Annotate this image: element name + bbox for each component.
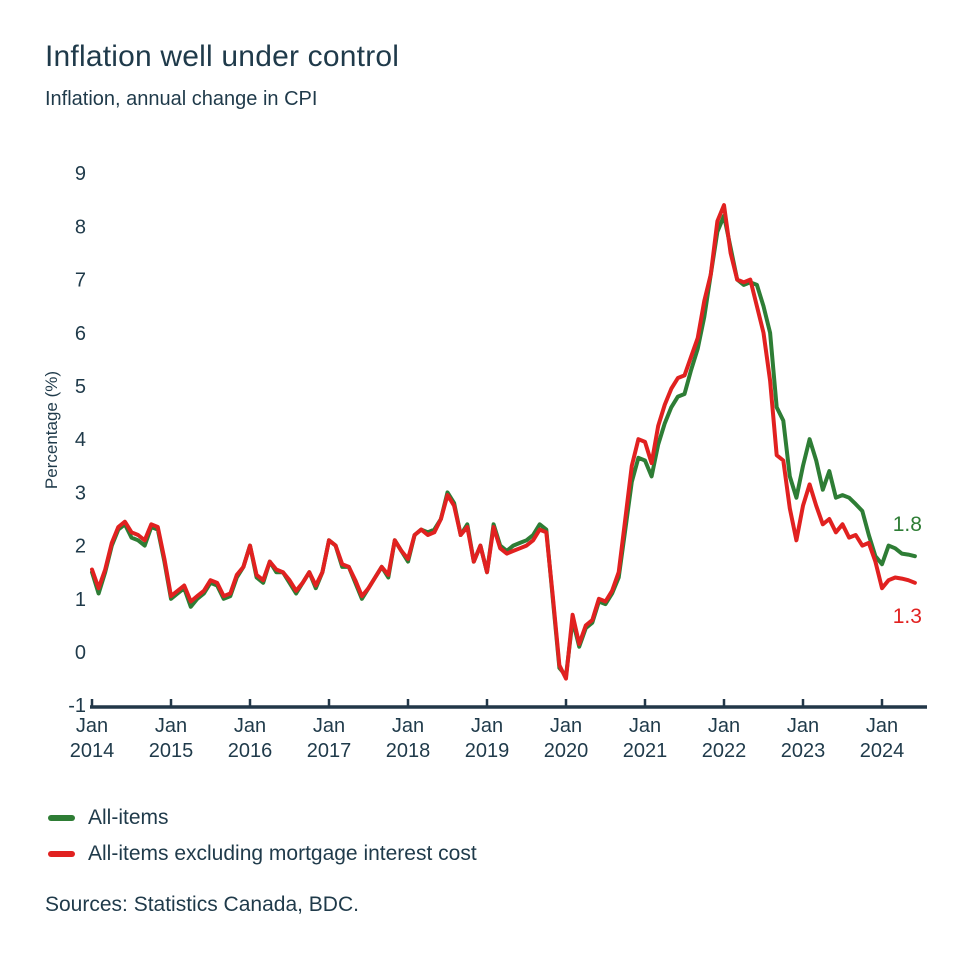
- series-end-label-1: 1.3: [893, 605, 922, 628]
- x-tick-label-year: 2014: [70, 740, 115, 762]
- chart-area: Jan 2014 Jan 2015 Jan 2016 Jan 2017 Jan 2018 Jan 20…: [0, 130, 960, 790]
- x-tick-label-month: Jan: [392, 715, 424, 737]
- y-tick-label: -1: [68, 695, 86, 717]
- series-line-1: [90, 203, 917, 681]
- y-tick-label: 3: [75, 482, 86, 504]
- x-tick-label-month: Jan: [155, 715, 187, 737]
- x-tick-label-month: Jan: [234, 715, 266, 737]
- legend-swatch-ex-mortgage: [48, 850, 75, 857]
- chart-subtitle: Inflation, annual change in CPI: [45, 88, 318, 110]
- x-tick-label-year: 2021: [623, 740, 668, 762]
- x-tick-label-month: Jan: [313, 715, 345, 737]
- x-tick-label-year: 2018: [386, 740, 431, 762]
- y-tick-label: 7: [75, 270, 86, 292]
- legend-item-all-items: All-items: [48, 804, 477, 831]
- y-tick-label: 2: [75, 536, 86, 558]
- y-tick-label: 5: [75, 376, 86, 398]
- x-tick-label-month: Jan: [787, 715, 819, 737]
- y-tick-label: 4: [75, 429, 86, 451]
- series-line-0: [90, 213, 917, 678]
- x-tick-label-year: 2019: [465, 740, 510, 762]
- line-chart: Jan2014Jan2015Jan2016Jan2017Jan2018Jan20…: [42, 163, 927, 762]
- legend-swatch-all-items: [48, 814, 75, 821]
- x-tick-label-month: Jan: [708, 715, 740, 737]
- x-tick-label-year: 2024: [860, 740, 905, 762]
- y-tick-label: 6: [75, 323, 86, 345]
- x-tick-label-year: 2017: [307, 740, 352, 762]
- legend: All-items All-items excluding mortgage i…: [48, 804, 477, 867]
- x-tick-label-year: 2022: [702, 740, 747, 762]
- y-tick-label: 1: [75, 589, 86, 611]
- x-tick-label-month: Jan: [629, 715, 661, 737]
- chart-header: Inflation well under control Inflation, …: [0, 0, 960, 111]
- x-tick-label-month: Jan: [76, 715, 108, 737]
- legend-item-ex-mortgage: All-items excluding mortgage interest co…: [48, 840, 477, 867]
- x-tick-label-year: 2016: [228, 740, 273, 762]
- x-tick-label-month: Jan: [866, 715, 898, 737]
- legend-label-ex-mortgage: All-items excluding mortgage interest co…: [88, 842, 477, 865]
- legend-label-all-items: All-items: [88, 806, 169, 829]
- chart-title: Inflation well under control: [45, 40, 400, 73]
- series-end-label-0: 1.8: [893, 513, 922, 536]
- x-tick-label-month: Jan: [550, 715, 582, 737]
- x-tick-label-month: Jan: [471, 715, 503, 737]
- y-tick-label: 9: [75, 163, 86, 185]
- x-tick-label-year: 2015: [149, 740, 194, 762]
- x-tick-label-year: 2023: [781, 740, 826, 762]
- y-tick-label: 0: [75, 642, 86, 664]
- y-tick-label: 8: [75, 216, 86, 238]
- y-axis-title: Percentage (%): [42, 371, 61, 489]
- x-tick-label-year: 2020: [544, 740, 589, 762]
- sources-note: Sources: Statistics Canada, BDC.: [45, 893, 359, 916]
